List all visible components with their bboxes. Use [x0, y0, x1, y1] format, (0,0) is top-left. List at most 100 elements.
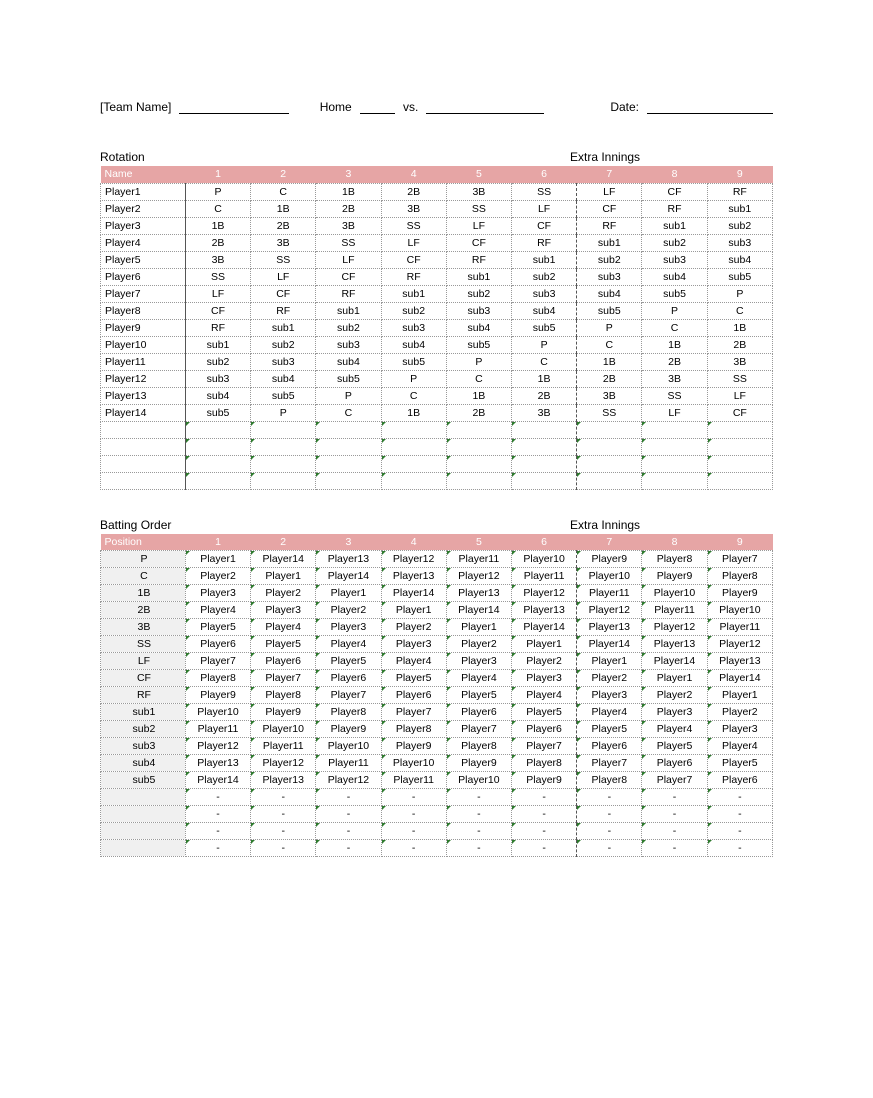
cell: Player10 — [381, 755, 446, 772]
rotation-title: Rotation — [100, 150, 570, 164]
cell: Player9 — [511, 772, 576, 789]
cell: 2B — [577, 370, 642, 387]
cell: 2B — [381, 183, 446, 200]
home-field[interactable] — [360, 100, 395, 114]
cell: - — [577, 789, 642, 806]
rotation-section-labels: Rotation Extra Innings — [100, 150, 773, 164]
table-row: sub1Player10Player9Player8Player7Player6… — [101, 704, 773, 721]
cell: - — [251, 823, 316, 840]
row-label: 2B — [101, 602, 186, 619]
cell — [642, 421, 707, 438]
cell: C — [316, 404, 381, 421]
cell: Player7 — [185, 653, 250, 670]
date-field[interactable] — [647, 100, 773, 114]
cell: sub2 — [381, 302, 446, 319]
table-row: --------- — [101, 806, 773, 823]
table-row: --------- — [101, 823, 773, 840]
cell — [316, 421, 381, 438]
cell: Player9 — [185, 687, 250, 704]
cell: 3B — [316, 217, 381, 234]
row-label — [101, 840, 186, 857]
column-header: 5 — [446, 534, 511, 551]
cell: Player12 — [707, 636, 772, 653]
table-row: Player1PC1B2B3BSSLFCFRF — [101, 183, 773, 200]
row-label: 3B — [101, 619, 186, 636]
team-name-field[interactable] — [179, 100, 288, 114]
cell: - — [316, 789, 381, 806]
cell — [707, 472, 772, 489]
row-label: 1B — [101, 585, 186, 602]
cell: Player1 — [511, 636, 576, 653]
cell: P — [577, 319, 642, 336]
cell: - — [511, 840, 576, 857]
cell: Player14 — [707, 670, 772, 687]
cell: sub2 — [642, 234, 707, 251]
cell: Player9 — [577, 551, 642, 568]
cell: sub3 — [381, 319, 446, 336]
cell: SS — [511, 183, 576, 200]
cell — [446, 472, 511, 489]
table-row: CPlayer2Player1Player14Player13Player12P… — [101, 568, 773, 585]
rotation-table: Name123456789 Player1PC1B2B3BSSLFCFRFPla… — [100, 166, 773, 490]
row-label: sub2 — [101, 721, 186, 738]
cell: Player3 — [251, 602, 316, 619]
cell: sub5 — [642, 285, 707, 302]
cell: Player11 — [185, 721, 250, 738]
cell: Player12 — [381, 551, 446, 568]
column-header: 3 — [316, 166, 381, 183]
table-row: Player7LFCFRFsub1sub2sub3sub4sub5P — [101, 285, 773, 302]
row-label: RF — [101, 687, 186, 704]
vs-label: vs. — [403, 100, 418, 114]
cell: Player7 — [381, 704, 446, 721]
cell: - — [185, 789, 250, 806]
table-row: Player11sub2sub3sub4sub5PC1B2B3B — [101, 353, 773, 370]
cell: Player1 — [185, 551, 250, 568]
cell: sub4 — [511, 302, 576, 319]
cell: Player13 — [707, 653, 772, 670]
table-row — [101, 455, 773, 472]
cell: 2B — [446, 404, 511, 421]
cell: Player12 — [446, 568, 511, 585]
cell: - — [316, 840, 381, 857]
cell: - — [185, 823, 250, 840]
cell: Player6 — [446, 704, 511, 721]
cell — [381, 421, 446, 438]
cell: sub2 — [185, 353, 250, 370]
cell: Player6 — [316, 670, 381, 687]
cell: Player7 — [251, 670, 316, 687]
cell: sub1 — [577, 234, 642, 251]
column-header: 3 — [316, 534, 381, 551]
cell: 3B — [251, 234, 316, 251]
column-header: 6 — [511, 166, 576, 183]
row-label: Player5 — [101, 251, 186, 268]
cell: Player4 — [446, 670, 511, 687]
cell: - — [446, 823, 511, 840]
cell: SS — [577, 404, 642, 421]
cell: - — [577, 823, 642, 840]
cell: CF — [642, 183, 707, 200]
row-label: C — [101, 568, 186, 585]
cell: - — [642, 806, 707, 823]
cell: Player4 — [316, 636, 381, 653]
cell: Player2 — [446, 636, 511, 653]
cell: sub5 — [251, 387, 316, 404]
cell: - — [707, 806, 772, 823]
cell: LF — [316, 251, 381, 268]
cell: Player13 — [511, 602, 576, 619]
cell: Player12 — [251, 755, 316, 772]
cell: RF — [446, 251, 511, 268]
opponent-field[interactable] — [426, 100, 544, 114]
cell — [185, 421, 250, 438]
cell: Player2 — [511, 653, 576, 670]
cell: Player5 — [316, 653, 381, 670]
cell: Player10 — [446, 772, 511, 789]
row-label: sub3 — [101, 738, 186, 755]
cell: sub3 — [577, 268, 642, 285]
cell: Player6 — [642, 755, 707, 772]
cell: Player13 — [381, 568, 446, 585]
cell: SS — [251, 251, 316, 268]
cell: Player8 — [511, 755, 576, 772]
cell: Player11 — [251, 738, 316, 755]
column-header: 5 — [446, 166, 511, 183]
row-label — [101, 455, 186, 472]
